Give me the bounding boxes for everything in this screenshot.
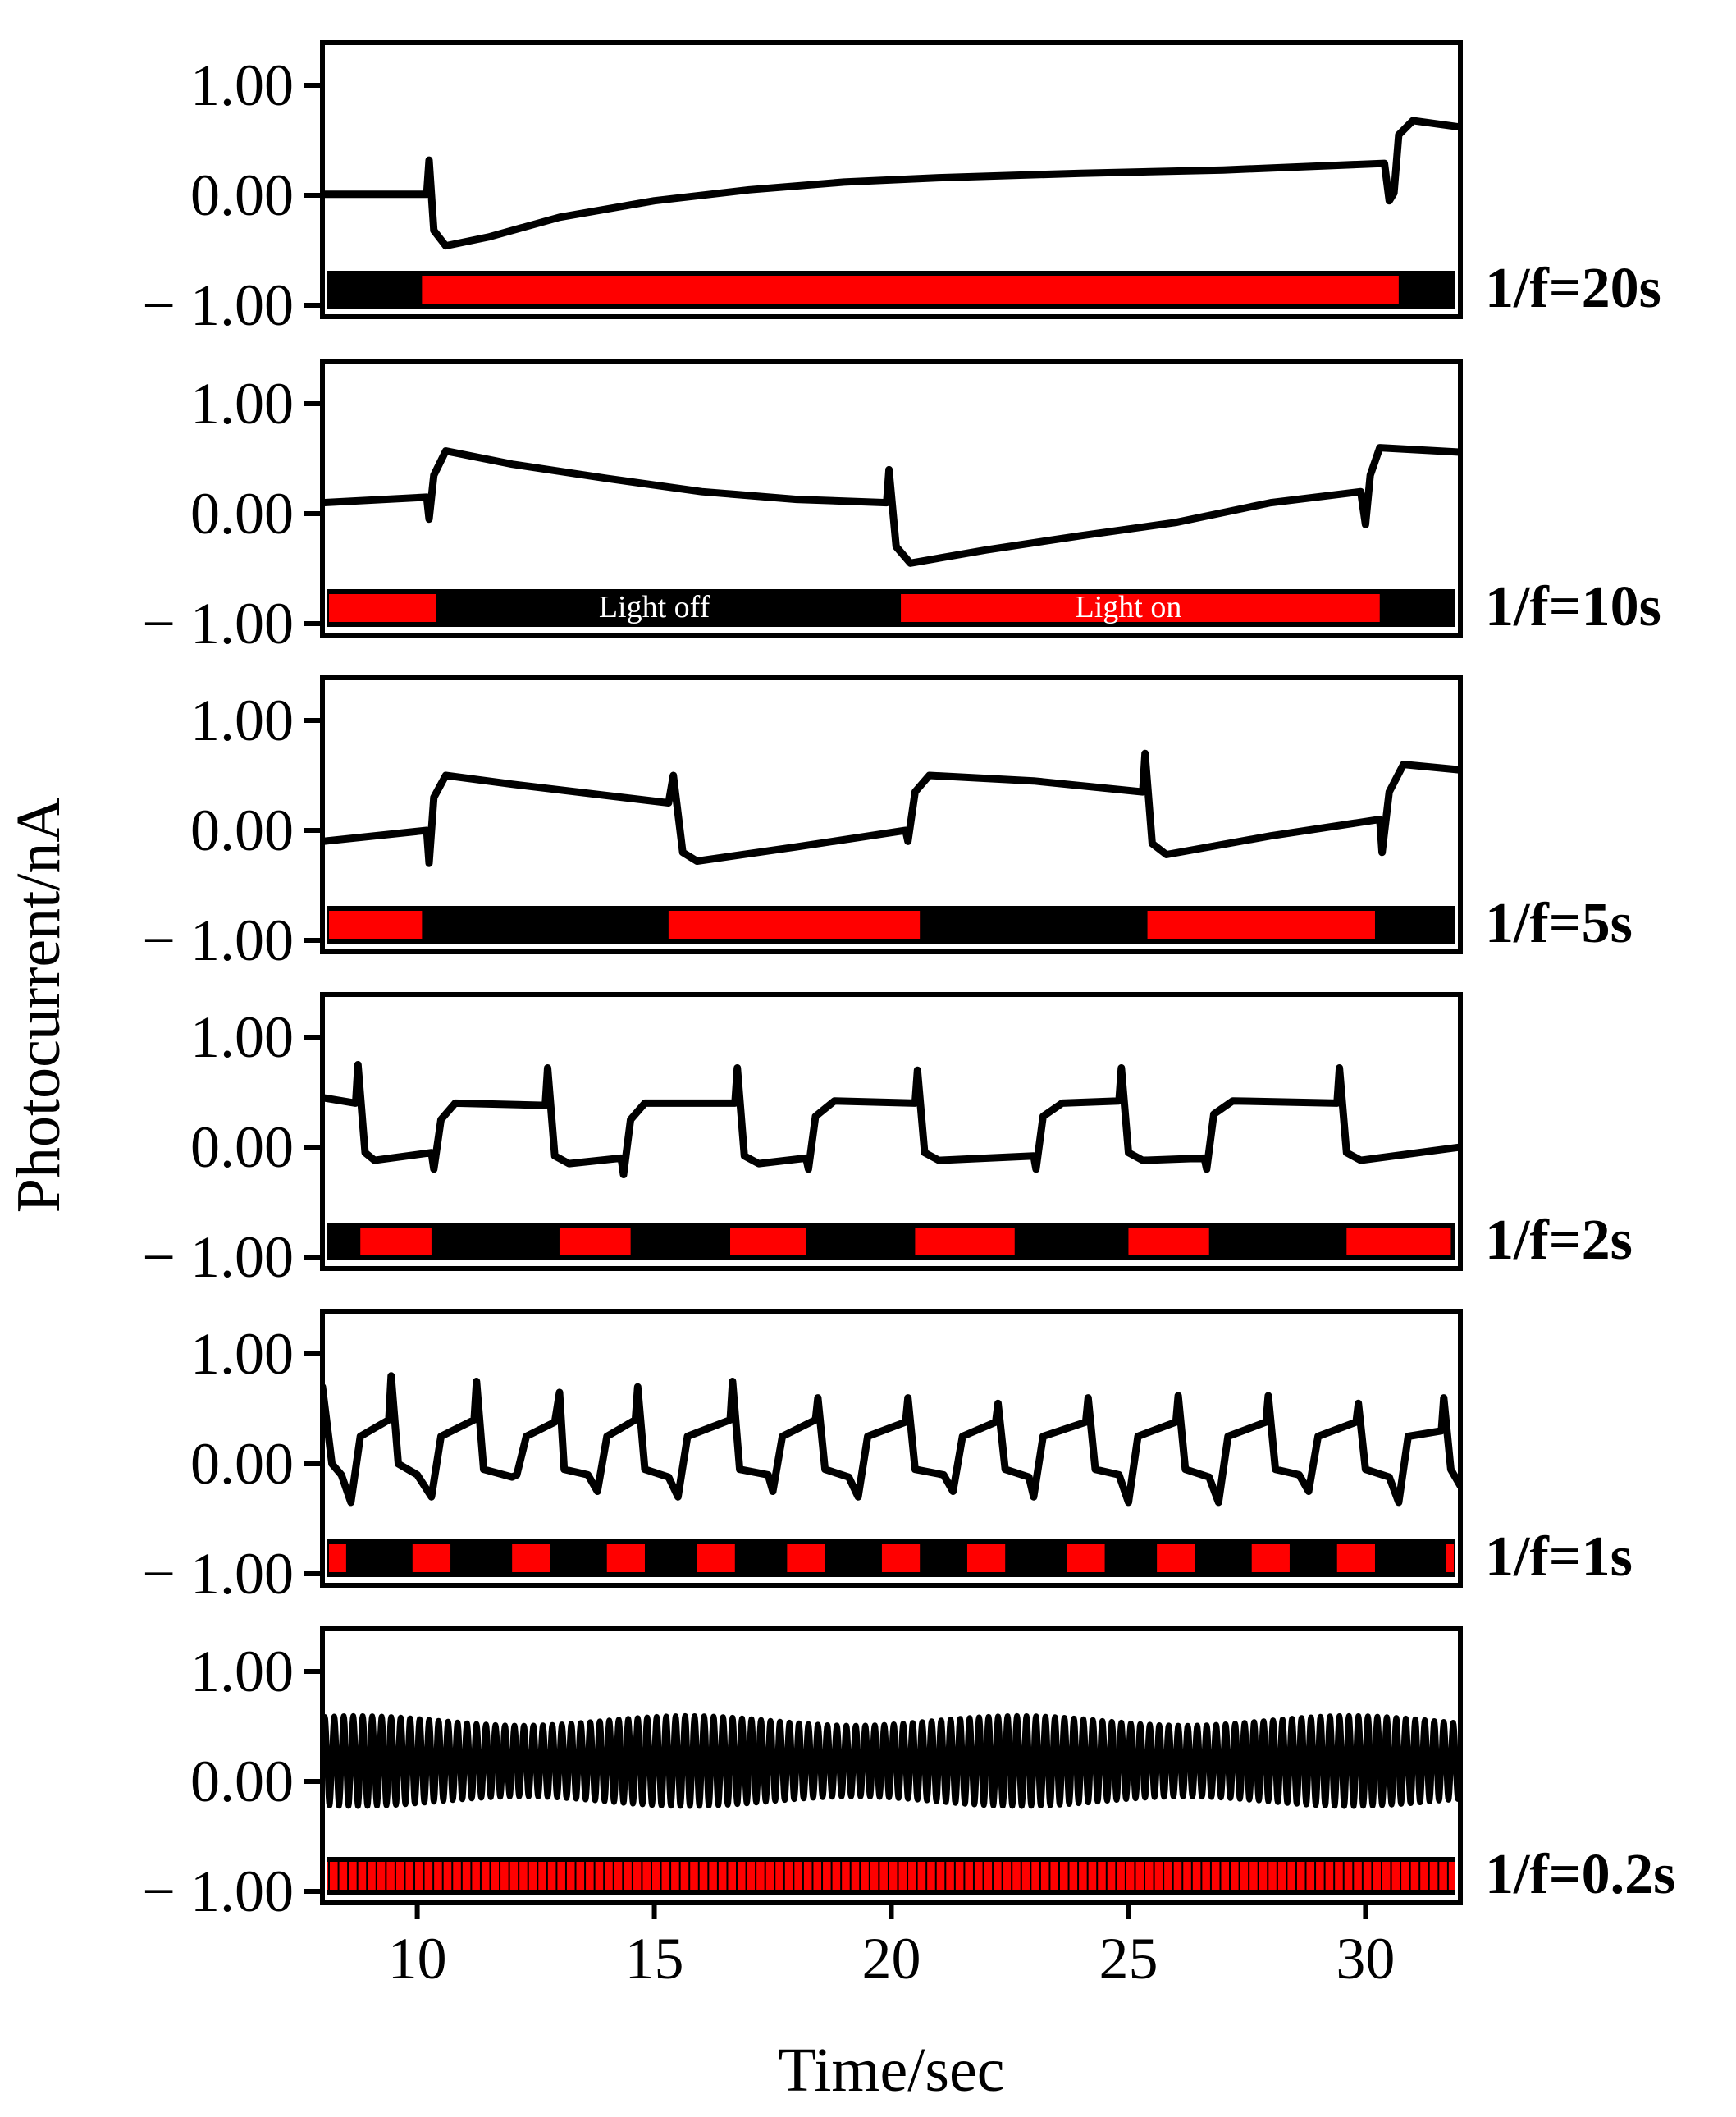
photocurrent-trace (322, 444, 1460, 567)
light-on-bar (1346, 1228, 1451, 1255)
y-tick-label: − 1.00 (142, 1859, 294, 1924)
y-tick-label: 1.00 (190, 688, 294, 753)
panel-2: Light off Light on 1.00 0.00 − 1.00 1/f=10s (142, 359, 1661, 656)
panel-frequency-label: 1/f=1s (1485, 1525, 1633, 1589)
y-tick-label: 0.00 (190, 798, 294, 863)
bar-annotation: Light on (1076, 590, 1182, 624)
light-on-bar (1147, 911, 1375, 939)
light-on-bar (787, 1544, 825, 1572)
photocurrent-trace (322, 117, 1460, 250)
light-on-bar (412, 1544, 451, 1572)
x-tick-label: 20 (862, 1926, 921, 1991)
panel-3: 1.00 0.00 − 1.00 1/f=5s (142, 675, 1633, 973)
light-on-bar (881, 1544, 921, 1572)
panel-frame (320, 40, 1463, 319)
panel-6: 1.00 0.00 − 1.00 1/f=0.2s (142, 1626, 1675, 1924)
photocurrent-trace (322, 1061, 1460, 1178)
bar-annotation: Light off (599, 590, 710, 624)
y-tick-label: 1.00 (190, 53, 294, 118)
y-tick-label: 0.00 (190, 1749, 294, 1814)
light-off-bar (327, 1223, 1455, 1260)
photocurrent-trace (322, 1712, 1460, 1809)
panel-frequency-label: 1/f=10s (1485, 575, 1661, 638)
panel-frequency-label: 1/f=5s (1485, 892, 1633, 955)
photocurrent-trace (322, 749, 1460, 867)
panels-group: 1.00 0.00 − 1.00 1/f=20s Light off Light on 1.… (142, 40, 1675, 1924)
light-on-bar (668, 911, 921, 939)
y-tick-label: − 1.00 (142, 591, 294, 656)
light-on-bar (1446, 1544, 1454, 1572)
light-on-bar (360, 1228, 432, 1255)
light-on-bar (915, 1228, 1015, 1255)
y-tick-label: 0.00 (190, 162, 294, 228)
panel-frequency-label: 1/f=0.2s (1485, 1843, 1675, 1906)
panel-frequency-label: 1/f=20s (1485, 257, 1661, 320)
light-on-bar (606, 1544, 645, 1572)
y-tick-label: 1.00 (190, 1321, 294, 1387)
y-tick-label: 0.00 (190, 1114, 294, 1180)
y-tick-label: 1.00 (190, 1004, 294, 1070)
y-tick-label: 0.00 (190, 481, 294, 546)
light-on-bar (329, 1544, 346, 1572)
panel-frame (320, 1309, 1463, 1588)
panel-frame (320, 359, 1463, 638)
light-on-bar (1157, 1544, 1195, 1572)
panel-4: 1.00 0.00 − 1.00 1/f=2s (142, 992, 1633, 1290)
light-on-bar (901, 594, 1380, 622)
light-on-bar (329, 594, 436, 622)
y-tick-label: − 1.00 (142, 1541, 294, 1607)
y-tick-label: − 1.00 (142, 908, 294, 973)
light-on-bar (1128, 1228, 1209, 1255)
panel-frame (320, 992, 1463, 1271)
light-on-bar (1336, 1544, 1375, 1572)
light-on-bar (697, 1544, 735, 1572)
x-tick-label: 10 (388, 1926, 447, 1991)
x-axis: 10 15 20 25 30 (388, 1903, 1395, 1991)
panel-frequency-label: 1/f=2s (1485, 1209, 1633, 1272)
light-on-bar (329, 911, 423, 939)
light-on-bar (559, 1228, 631, 1255)
x-tick-label: 25 (1099, 1926, 1158, 1991)
y-tick-label: − 1.00 (142, 272, 294, 338)
x-tick-label: 15 (625, 1926, 684, 1991)
light-on-bar (1067, 1544, 1105, 1572)
panel-frame (320, 675, 1463, 954)
light-on-bar (1251, 1544, 1290, 1572)
x-tick-label: 30 (1336, 1926, 1395, 1991)
panel-5: 1.00 0.00 − 1.00 1/f=1s (142, 1309, 1633, 1607)
light-on-bar (966, 1544, 1006, 1572)
y-tick-label: 1.00 (190, 1639, 294, 1704)
y-tick-label: 1.00 (190, 371, 294, 437)
photocurrent-trace (322, 1372, 1460, 1507)
light-on-bar (730, 1228, 806, 1255)
y-tick-label: − 1.00 (142, 1224, 294, 1290)
light-on-bar (512, 1544, 550, 1572)
light-on-bar (422, 276, 1399, 304)
y-tick-label: 0.00 (190, 1431, 294, 1497)
x-axis-label: Time/sec (779, 2036, 1005, 2105)
y-axis-label: Photocurrent/nA (4, 798, 73, 1214)
panel-1: 1.00 0.00 − 1.00 1/f=20s (142, 40, 1661, 338)
